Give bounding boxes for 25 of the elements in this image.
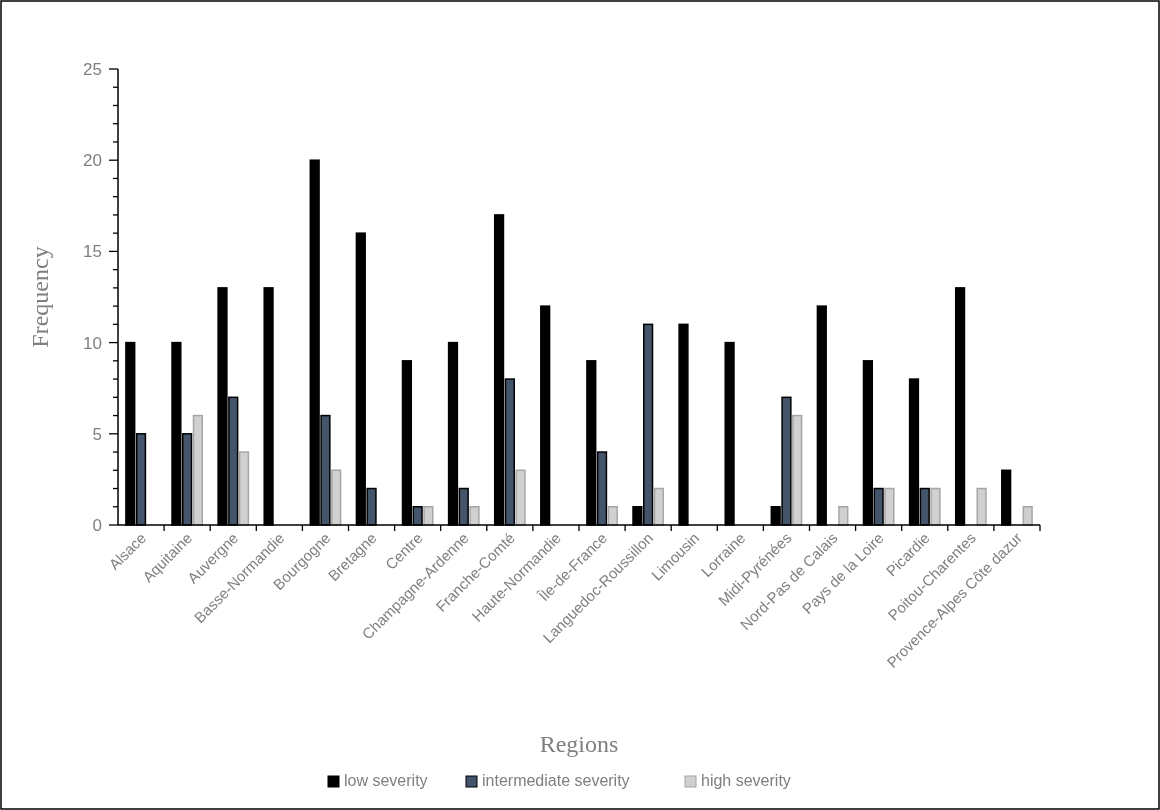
y-tick-label: 20 (83, 151, 102, 171)
bar (792, 414, 803, 526)
bar (192, 414, 204, 526)
bar (653, 487, 665, 526)
bar (884, 487, 895, 526)
bar (1022, 506, 1033, 526)
bar (976, 487, 987, 526)
y-tick-label: 0 (92, 515, 102, 535)
y-axis-title: Frequency (27, 246, 53, 348)
x-axis-title: Regions (539, 731, 619, 757)
y-tick-label: 10 (83, 333, 102, 353)
y-tick-label: 15 (83, 242, 102, 262)
bar (423, 506, 434, 526)
bar (238, 451, 250, 526)
legend-label: high severity (701, 772, 791, 789)
bar (607, 506, 618, 526)
legend-label: low severity (344, 772, 428, 789)
y-tick-label: 5 (92, 424, 102, 444)
bar (515, 469, 526, 526)
bar (930, 487, 941, 526)
bar (469, 506, 480, 526)
bar (331, 469, 342, 526)
legend-label: intermediate severity (482, 772, 630, 789)
y-tick-label: 25 (83, 59, 102, 79)
bar (838, 506, 849, 526)
